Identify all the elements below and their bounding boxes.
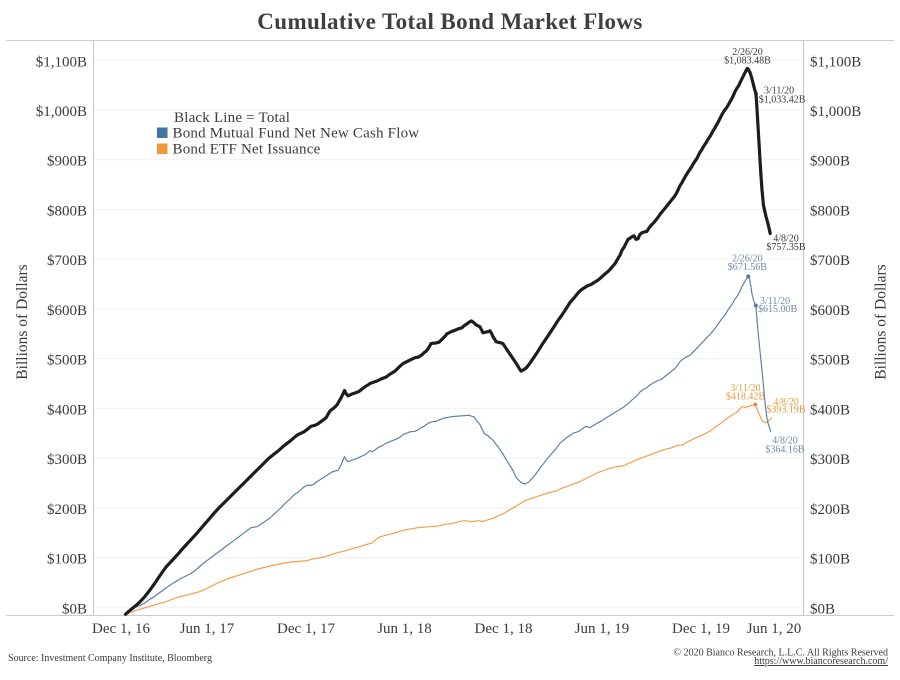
svg-text:Bond ETF Net Issuance: Bond ETF Net Issuance bbox=[173, 142, 321, 158]
svg-text:$757.35B: $757.35B bbox=[766, 242, 806, 253]
svg-text:$100B: $100B bbox=[810, 552, 850, 568]
svg-text:$300B: $300B bbox=[810, 452, 850, 468]
svg-text:Jun 1, 19: Jun 1, 19 bbox=[575, 621, 630, 637]
svg-text:$800B: $800B bbox=[810, 204, 850, 220]
svg-text:$900B: $900B bbox=[810, 154, 850, 170]
svg-text:$1,000B: $1,000B bbox=[810, 104, 861, 120]
svg-text:$200B: $200B bbox=[47, 502, 87, 518]
svg-text:$671.56B: $671.56B bbox=[728, 262, 768, 273]
svg-text:$1,000B: $1,000B bbox=[36, 104, 87, 120]
svg-text:Billions of Dollars: Billions of Dollars bbox=[873, 264, 890, 379]
svg-text:Dec 1, 17: Dec 1, 17 bbox=[277, 621, 335, 637]
svg-text:© 2020 Bianco Research, L.L.C.: © 2020 Bianco Research, L.L.C. All Right… bbox=[673, 648, 888, 659]
svg-text:4/8/20: 4/8/20 bbox=[773, 234, 799, 245]
svg-text:$364.16B: $364.16B bbox=[765, 445, 805, 456]
svg-text:$900B: $900B bbox=[47, 154, 87, 170]
svg-text:$600B: $600B bbox=[47, 303, 87, 319]
svg-text:$200B: $200B bbox=[810, 502, 850, 518]
svg-text:4/8/20: 4/8/20 bbox=[772, 436, 798, 447]
svg-text:2/26/20: 2/26/20 bbox=[732, 254, 763, 265]
svg-text:Bond Mutual Fund Net New Cash: Bond Mutual Fund Net New Cash Flow bbox=[173, 126, 420, 142]
svg-text:2/26/20: 2/26/20 bbox=[732, 47, 763, 58]
svg-text:$393.19B: $393.19B bbox=[766, 405, 806, 416]
svg-text:3/11/20: 3/11/20 bbox=[730, 383, 760, 394]
svg-text:3/11/20: 3/11/20 bbox=[764, 86, 794, 97]
svg-text:$400B: $400B bbox=[810, 402, 850, 418]
svg-text:$1,083.48B: $1,083.48B bbox=[724, 56, 771, 67]
svg-text:Black Line = Total: Black Line = Total bbox=[174, 110, 290, 126]
svg-text:Dec 1, 18: Dec 1, 18 bbox=[475, 621, 533, 637]
svg-text:https://www.biancoresearch.com: https://www.biancoresearch.com/ bbox=[754, 656, 888, 667]
svg-text:$418.42B: $418.42B bbox=[726, 392, 766, 403]
svg-text:$1,100B: $1,100B bbox=[36, 54, 87, 70]
svg-text:Jun 1, 20: Jun 1, 20 bbox=[747, 621, 802, 637]
svg-text:4/8/20: 4/8/20 bbox=[773, 397, 799, 408]
svg-text:$1,100B: $1,100B bbox=[810, 54, 861, 70]
svg-text:$300B: $300B bbox=[47, 452, 87, 468]
svg-text:Billions of Dollars: Billions of Dollars bbox=[14, 264, 31, 379]
svg-text:$0B: $0B bbox=[810, 601, 835, 617]
svg-text:Dec 1, 19: Dec 1, 19 bbox=[672, 621, 730, 637]
svg-text:Source: Investment Company Ins: Source: Investment Company Institute, Bl… bbox=[8, 653, 212, 664]
svg-text:$500B: $500B bbox=[47, 353, 87, 369]
svg-text:Jun 1, 18: Jun 1, 18 bbox=[377, 621, 432, 637]
svg-text:$500B: $500B bbox=[810, 353, 850, 369]
svg-text:$800B: $800B bbox=[47, 204, 87, 220]
svg-text:$0B: $0B bbox=[62, 601, 87, 617]
svg-text:$1,033.42B: $1,033.42B bbox=[759, 95, 806, 106]
svg-text:Jun 1, 17: Jun 1, 17 bbox=[180, 621, 235, 637]
svg-text:$400B: $400B bbox=[47, 402, 87, 418]
svg-text:$700B: $700B bbox=[810, 253, 850, 269]
svg-text:3/11/20: 3/11/20 bbox=[760, 296, 790, 307]
svg-text:$700B: $700B bbox=[47, 253, 87, 269]
svg-text:$600B: $600B bbox=[810, 303, 850, 319]
svg-text:$100B: $100B bbox=[47, 552, 87, 568]
svg-text:$615.00B: $615.00B bbox=[758, 304, 798, 315]
svg-text:Cumulative Total Bond Market F: Cumulative Total Bond Market Flows bbox=[257, 9, 642, 34]
svg-text:Dec 1, 16: Dec 1, 16 bbox=[92, 621, 150, 637]
